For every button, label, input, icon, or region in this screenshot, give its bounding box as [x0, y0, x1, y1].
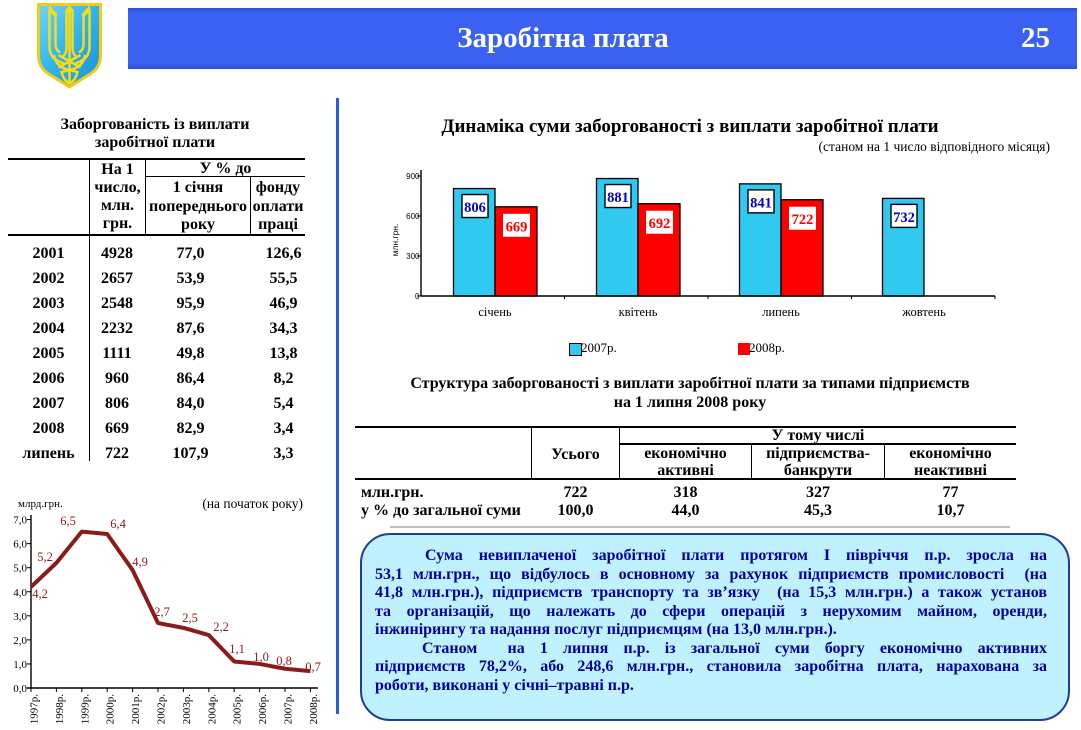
svg-text:900: 900 [406, 172, 420, 181]
svg-text:2006р.: 2006р. [257, 694, 269, 725]
svg-text:1999р.: 1999р. [79, 694, 91, 725]
svg-text:1,0: 1,0 [13, 659, 27, 671]
svg-text:5,2: 5,2 [37, 550, 53, 564]
svg-text:600: 600 [406, 212, 420, 221]
svg-text:2000р.: 2000р. [105, 694, 117, 725]
svg-text:6,0: 6,0 [13, 539, 27, 551]
svg-text:5,0: 5,0 [13, 563, 27, 575]
svg-text:0,8: 0,8 [276, 654, 292, 668]
svg-text:2004р.: 2004р. [206, 694, 218, 725]
svg-text:669: 669 [506, 219, 528, 235]
svg-text:300: 300 [406, 252, 420, 261]
svg-text:722: 722 [792, 212, 814, 228]
svg-text:2,2: 2,2 [213, 620, 229, 634]
svg-text:7,0: 7,0 [13, 515, 27, 527]
svg-text:841: 841 [750, 195, 772, 211]
svg-text:1,1: 1,1 [229, 642, 245, 656]
svg-text:4,2: 4,2 [32, 587, 48, 601]
svg-text:0,0: 0,0 [13, 683, 27, 695]
svg-text:2,0: 2,0 [13, 635, 27, 647]
svg-text:732: 732 [893, 210, 915, 226]
svg-text:2005р.: 2005р. [232, 694, 244, 725]
svg-text:2003р.: 2003р. [181, 694, 193, 725]
svg-text:(на початок року): (на початок року) [202, 496, 303, 511]
svg-text:806: 806 [464, 200, 486, 216]
svg-text:2007р.: 2007р. [283, 694, 295, 725]
svg-text:3,0: 3,0 [13, 611, 27, 623]
svg-text:2008р.: 2008р. [308, 694, 320, 725]
svg-text:1998р.: 1998р. [54, 694, 66, 725]
svg-text:6,5: 6,5 [60, 514, 76, 528]
svg-text:2001р.: 2001р. [130, 694, 142, 725]
svg-text:692: 692 [649, 216, 671, 232]
svg-text:1997р.: 1997р. [29, 694, 41, 725]
svg-text:0,7: 0,7 [305, 660, 321, 674]
svg-text:4,0: 4,0 [13, 587, 27, 599]
svg-text:2,7: 2,7 [154, 605, 170, 619]
svg-text:млн.грн.: млн.грн. [390, 224, 400, 257]
svg-text:6,4: 6,4 [110, 517, 126, 531]
svg-text:4,9: 4,9 [132, 555, 148, 569]
svg-text:0: 0 [415, 292, 420, 301]
svg-text:881: 881 [607, 190, 629, 206]
svg-text:млрд.грн.: млрд.грн. [18, 498, 63, 510]
svg-text:2,5: 2,5 [182, 611, 198, 625]
svg-text:2002р.: 2002р. [156, 694, 168, 725]
svg-text:1,0: 1,0 [253, 650, 269, 664]
